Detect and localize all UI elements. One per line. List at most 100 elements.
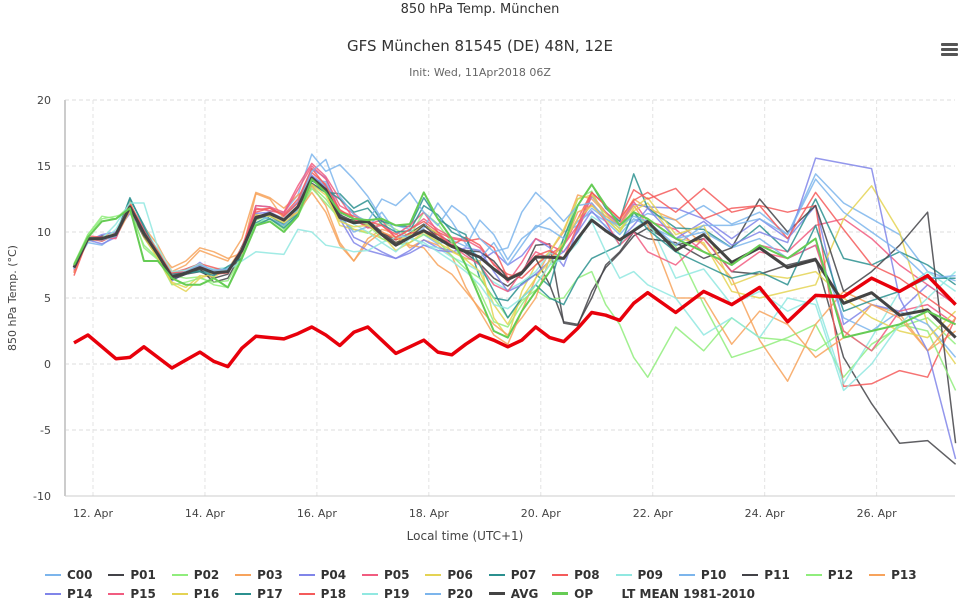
legend-item-p13[interactable]: P13 [869,565,932,584]
y-tick-label: 5 [44,292,51,305]
legend-item-p09[interactable]: P09 [615,565,679,584]
hamburger-menu-icon[interactable] [941,43,958,57]
legend-swatch [742,573,759,576]
x-tick-label: 12. Apr [73,507,113,520]
legend-swatch [361,592,378,595]
x-tick-label: 26. Apr [857,507,897,520]
legend-swatch [488,592,505,595]
series-lines [72,153,957,465]
legend-label: P02 [193,567,220,582]
legend-item-p17[interactable]: P17 [235,584,298,603]
legend-swatch [235,573,252,576]
y-tick-label: 15 [37,160,51,173]
legend-label: C00 [67,567,93,582]
legend-swatch [171,592,188,595]
legend-item-c00[interactable]: C00 [45,565,108,584]
legend-label: P19 [383,586,410,601]
legend-label: P15 [130,586,156,601]
series-line-p17[interactable] [73,179,956,319]
series-line-p19[interactable] [73,202,957,392]
legend-swatch [361,573,378,576]
legend-label: P05 [383,567,410,582]
legend-swatch [805,573,822,576]
series-line-p13[interactable] [73,191,957,359]
legend-swatch [298,573,315,576]
legend-item-lt-mean-1981-2010[interactable]: LT MEAN 1981-2010 [616,584,755,603]
legend-label: P14 [67,586,93,601]
y-tick-label: 0 [44,358,51,371]
x-tick-label: 14. Apr [185,507,225,520]
legend-swatch [678,573,695,576]
series-line-op[interactable] [73,178,957,339]
legend-label: OP [574,586,594,601]
legend-swatch [298,592,315,595]
legend-label: AVG [510,586,539,601]
axes: -10 -5 0 5 10 15 20 12. Apr 14. Apr 16. Apr 18. Ap… [33,94,955,520]
series-line-c00[interactable] [73,153,956,282]
legend-label: P12 [827,567,854,582]
legend-swatch [108,573,125,576]
legend-label: LT MEAN 1981-2010 [621,586,755,601]
legend-swatch [108,592,125,595]
legend-item-p12[interactable]: P12 [805,565,869,584]
legend-item-p04[interactable]: P04 [298,565,362,584]
series-line-p04[interactable] [73,167,957,326]
series-line-p12[interactable] [73,187,957,391]
legend-swatch [869,573,886,576]
legend-swatch [235,592,252,595]
legend-item-p01[interactable]: P01 [108,565,171,584]
legend-item-p03[interactable]: P03 [235,565,298,584]
legend-label: P09 [637,567,664,582]
legend-swatch [171,573,188,576]
legend-label: P17 [257,586,283,601]
legend-swatch [552,573,569,576]
series-line-p02[interactable] [73,185,957,378]
legend-item-p18[interactable]: P18 [298,584,362,603]
x-axis-label: Local time (UTC+1) [407,529,524,543]
legend-item-p16[interactable]: P16 [171,584,235,603]
legend-label: P07 [510,567,537,582]
x-tick-label: 18. Apr [409,507,449,520]
series-line-p20[interactable] [73,158,956,279]
legend-item-op[interactable]: OP [552,584,615,603]
y-axis-label: 850 hPa Temp. (°C) [6,245,19,351]
x-tick-label: 22. Apr [633,507,673,520]
legend-label: P08 [574,567,600,582]
legend-item-p11[interactable]: P11 [742,565,805,584]
legend-item-p08[interactable]: P08 [552,565,615,584]
legend-label: P20 [447,586,473,601]
legend-item-p10[interactable]: P10 [678,565,742,584]
legend-swatch [615,573,632,576]
legend-item-p05[interactable]: P05 [361,565,425,584]
legend-item-p20[interactable]: P20 [425,584,488,603]
y-tick-label: 10 [37,226,51,239]
y-tick-label: -10 [33,490,51,503]
legend-swatch [425,592,442,595]
legend-item-p02[interactable]: P02 [171,565,235,584]
x-tick-label: 16. Apr [297,507,337,520]
legend-swatch [45,592,61,595]
legend-label: P01 [130,567,156,582]
legend-label: P11 [764,567,790,582]
chart-subtitle: GFS München 81545 (DE) 48N, 12E [347,37,613,55]
legend-item-p14[interactable]: P14 [45,584,108,603]
legend-label: P16 [193,586,220,601]
legend-swatch [488,573,505,576]
x-tick-label: 24. Apr [745,507,785,520]
series-line-avg[interactable] [72,176,957,339]
legend-swatch [552,592,569,595]
legend-label: P03 [257,567,283,582]
init-time: Init: Wed, 11Apr2018 06Z [409,66,551,79]
legend-item-p07[interactable]: P07 [488,565,552,584]
legend-label: P10 [700,567,727,582]
legend-label: P06 [447,567,473,582]
y-tick-label: -5 [40,424,51,437]
legend-item-p15[interactable]: P15 [108,584,171,603]
legend-item-p19[interactable]: P19 [361,584,425,603]
legend-swatch [45,573,61,576]
legend-item-p06[interactable]: P06 [425,565,488,584]
series-line-lt-mean-1981-2010[interactable] [73,273,957,370]
chart-title: 850 hPa Temp. München [400,2,560,17]
legend-item-avg[interactable]: AVG [488,584,552,603]
